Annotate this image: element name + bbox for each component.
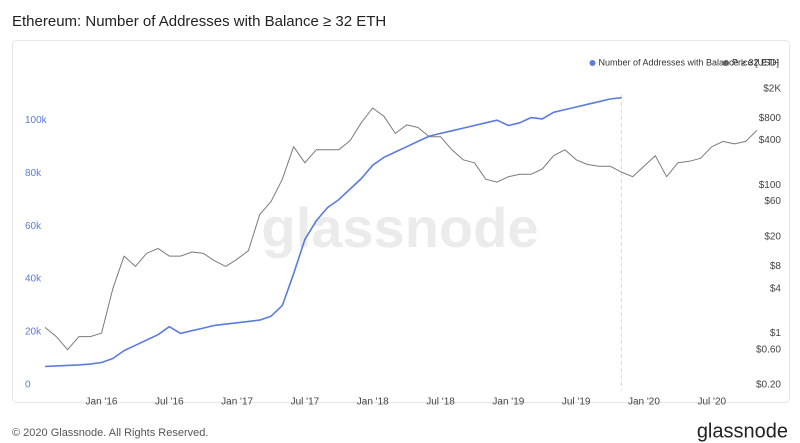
watermark: glassnode [262, 196, 539, 259]
y-tick-label: 20k [25, 327, 42, 338]
y-tick-label: 0 [25, 380, 31, 391]
y2-tick-label: $100 [759, 180, 782, 191]
y2-tick-label: $8 [770, 261, 782, 272]
y2-tick-label: $2K [763, 83, 781, 94]
x-tick-label: Jan '19 [492, 397, 524, 408]
y2-tick-label: $4 [770, 283, 782, 294]
y-tick-label: 100k [25, 115, 48, 126]
series-line [44, 96, 622, 368]
y2-tick-label: $60 [764, 196, 781, 207]
series-line [44, 107, 758, 351]
x-tick-label: Jan '18 [357, 397, 389, 408]
y2-tick-label: $0.20 [756, 380, 781, 391]
y2-tick-label: $400 [759, 135, 782, 146]
y2-tick-label: $1 [770, 328, 782, 339]
x-tick-label: Jul '18 [426, 397, 455, 408]
y2-tick-label: $20 [764, 232, 781, 243]
logo: glassnode [697, 420, 788, 442]
footer: © 2020 Glassnode. All Rights Reserved. [12, 427, 208, 439]
x-tick-label: Jan '20 [628, 397, 660, 408]
y2-tick-label: $0.60 [756, 344, 781, 355]
x-tick-label: Jul '20 [697, 397, 726, 408]
legend-dot [589, 60, 596, 66]
y-tick-label: 40k [25, 274, 42, 285]
x-tick-label: Jul '19 [562, 397, 591, 408]
chart-title: Ethereum: Number of Addresses with Balan… [12, 13, 386, 30]
y-tick-label: 80k [25, 168, 42, 179]
x-tick-label: Jul '16 [155, 397, 184, 408]
legend-dot [722, 60, 729, 66]
chart-frame [12, 40, 790, 403]
x-tick-label: Jul '17 [291, 397, 320, 408]
y2-tick-label: $800 [759, 113, 782, 124]
y-tick-label: 60k [25, 221, 42, 232]
legend-label: Price [USD] [732, 57, 779, 67]
x-tick-label: Jan '17 [221, 397, 253, 408]
x-tick-label: Jan '16 [86, 397, 118, 408]
legend-label: Number of Addresses with Balance ≥ 32 ET… [598, 57, 779, 67]
